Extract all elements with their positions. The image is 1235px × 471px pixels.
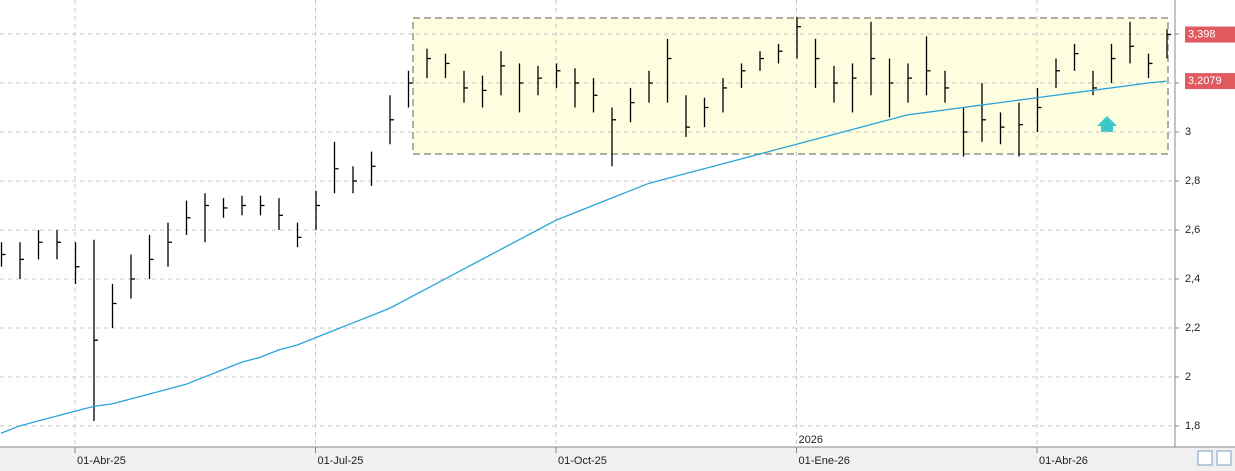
last-value-box (1185, 26, 1235, 43)
last-value-label: 3,398 (1188, 28, 1216, 40)
highlight-box (412, 17, 1169, 155)
y-tick-label: 2 (1185, 371, 1191, 383)
up-arrow (1097, 116, 1117, 132)
y-tick-label: 2,6 (1185, 224, 1200, 236)
x-tick-label: 01-Ene-26 (799, 455, 850, 467)
y-tick-label: 1,8 (1185, 420, 1200, 432)
y-tick-label: 2,8 (1185, 175, 1200, 187)
last-value-box (1185, 73, 1235, 90)
y-tick-label: 2,4 (1185, 273, 1200, 285)
moving-average (0, 80, 1167, 434)
last-value-label: 3,2079 (1188, 75, 1222, 87)
y-tick-label: 3 (1185, 126, 1191, 138)
x-tick-label: 01-Abr-26 (1039, 455, 1088, 467)
x-tick-label: 01-Jul-25 (318, 455, 364, 467)
scroll-button[interactable] (1197, 450, 1213, 466)
y-tick-label: 2,2 (1185, 322, 1200, 334)
x-tick-label: 01-Oct-25 (558, 455, 607, 467)
x-tick-label: 01-Abr-25 (77, 455, 126, 467)
x-axis-band (0, 447, 1235, 471)
year-annotation: 2026 (799, 434, 823, 446)
save-button[interactable] (1216, 450, 1232, 466)
